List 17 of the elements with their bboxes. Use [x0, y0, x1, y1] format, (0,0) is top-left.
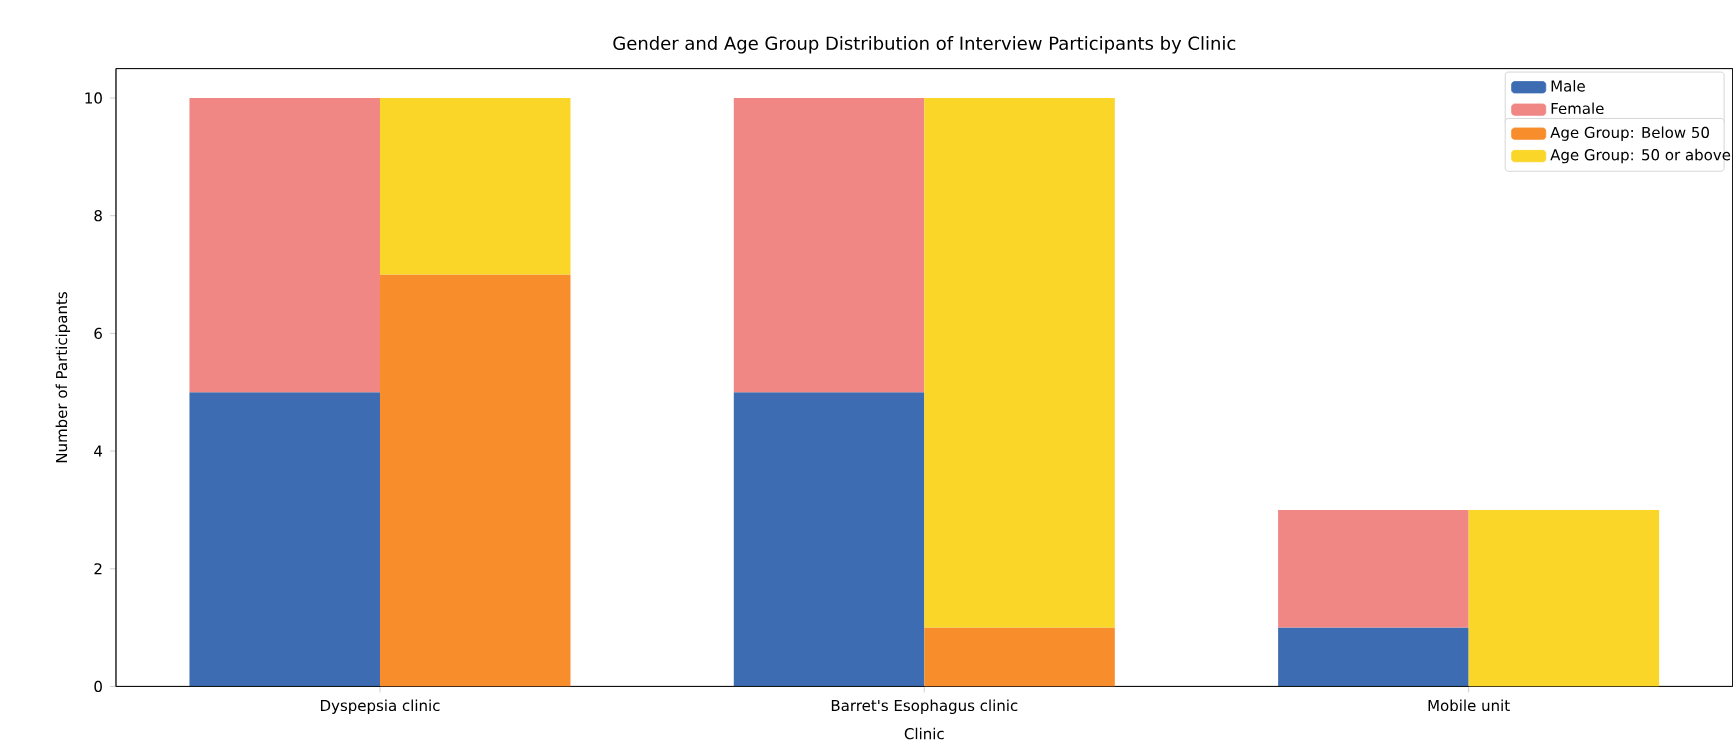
legend-label: Age Group: Below 50 [1550, 126, 1709, 142]
y-axis-title: Number of Participants [55, 292, 71, 463]
y-tick-label: 2 [94, 563, 102, 575]
chart-title: Gender and Age Group Distribution of Interview Participants by Clinic [613, 36, 1236, 54]
x-tick-label: Barret's Esophagus clinic [831, 699, 1018, 715]
bar [924, 627, 1115, 687]
x-tick-label: Dyspepsia clinic [320, 699, 440, 715]
y-tick-label: 0 [94, 680, 102, 693]
legend-label: Age Group: 50 or above [1550, 148, 1731, 164]
y-tick-label: 4 [94, 445, 103, 457]
legend-label: Female [1551, 102, 1604, 115]
x-axis-title: Clinic [904, 727, 944, 740]
y-tick-label: 8 [94, 210, 102, 222]
x-tick-label: Mobile unit [1428, 699, 1510, 712]
legend-label: Male [1551, 80, 1585, 92]
y-tick-label: 10 [85, 92, 102, 104]
y-tick-label: 6 [94, 327, 102, 340]
